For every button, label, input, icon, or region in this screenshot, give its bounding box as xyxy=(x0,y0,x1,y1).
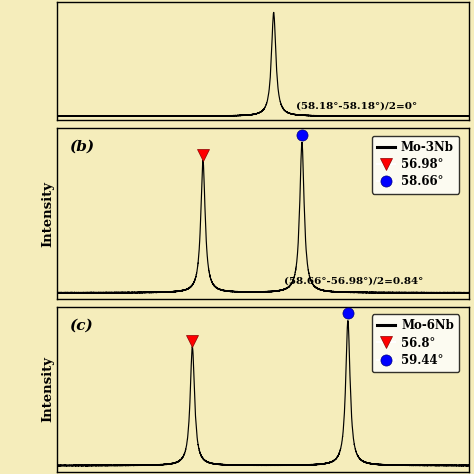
Y-axis label: Intensity: Intensity xyxy=(41,181,54,246)
Legend: Mo-3Nb, 56.98°, 58.66°: Mo-3Nb, 56.98°, 58.66° xyxy=(372,136,459,193)
Y-axis label: Intensity: Intensity xyxy=(41,356,54,422)
Text: (c): (c) xyxy=(69,318,93,332)
Text: (58.18°-58.18°)/2=0°: (58.18°-58.18°)/2=0° xyxy=(296,102,417,111)
Text: (b): (b) xyxy=(69,140,94,154)
Text: (58.66°-56.98°)/2=0.84°: (58.66°-56.98°)/2=0.84° xyxy=(283,276,423,285)
Legend: Mo-6Nb, 56.8°, 59.44°: Mo-6Nb, 56.8°, 59.44° xyxy=(372,314,459,372)
